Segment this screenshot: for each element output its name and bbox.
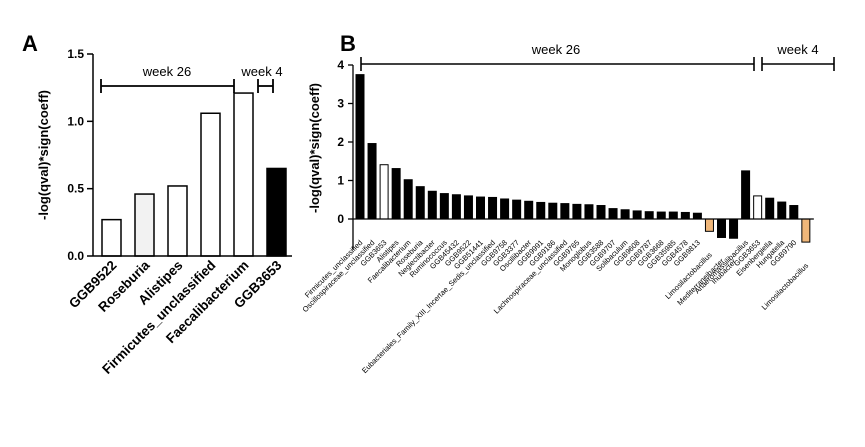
category-label: Limosilactobacillus (760, 261, 811, 312)
bar (789, 205, 799, 220)
bar (512, 199, 522, 220)
bar (753, 195, 763, 220)
bar (463, 195, 473, 220)
category-label: Firmicutes_unclassified (303, 238, 364, 299)
group-label: week 4 (776, 42, 818, 57)
panel-letter-b: B (340, 31, 356, 56)
bar (777, 201, 787, 220)
bar (524, 200, 534, 220)
bar (560, 203, 570, 220)
bar (584, 204, 594, 220)
bar (266, 167, 287, 257)
bar (741, 170, 751, 220)
bar (367, 143, 377, 220)
bar (200, 112, 221, 257)
bar (620, 209, 630, 220)
y-tick-label: 1.0 (67, 114, 84, 128)
group-label: week 4 (240, 64, 282, 79)
bar (476, 196, 485, 220)
panel-a: A0.00.51.01.5-log(qval)*sign(coeff)GGB95… (22, 31, 292, 377)
bar (403, 179, 413, 220)
bar (680, 211, 690, 220)
bar (548, 202, 558, 220)
bar (355, 74, 365, 220)
bar (644, 211, 654, 220)
bar (451, 194, 461, 220)
bar (233, 92, 254, 257)
bar (391, 168, 401, 220)
bar (704, 218, 714, 232)
bar (536, 201, 546, 220)
bar (488, 196, 498, 220)
bar (692, 212, 702, 220)
bar (729, 218, 739, 239)
y-tick-label: 3 (337, 97, 344, 111)
bar (656, 211, 666, 220)
bar (379, 164, 389, 220)
y-tick-label: 2 (337, 135, 344, 149)
bar (765, 197, 775, 220)
bar (415, 186, 425, 220)
bar (101, 218, 122, 257)
y-tick-label: 0.5 (67, 182, 84, 196)
group-label: week 26 (142, 64, 191, 79)
y-tick-label: 1.5 (67, 47, 84, 61)
y-tick-label: 1 (337, 174, 344, 188)
panel-b: B 0 1 2 3 4 -log(qval)*sign(coeff) Firmicutes_u… (301, 31, 835, 375)
bar (608, 208, 618, 220)
bar (717, 218, 726, 238)
category-label: Oscillospiraceae_unclassified (301, 238, 377, 314)
bar (500, 198, 510, 220)
bar (167, 185, 188, 257)
group-label: week 26 (531, 42, 580, 57)
y-axis-label-a: -log(qval)*sign(coeff) (36, 90, 51, 220)
y-tick-label: 0 (337, 212, 344, 226)
bar (596, 205, 606, 220)
bar (668, 211, 678, 220)
y-tick-label: 4 (337, 58, 344, 72)
bar (439, 193, 449, 220)
bar (632, 210, 642, 220)
bar (427, 190, 437, 220)
y-tick-label: 0.0 (67, 249, 84, 263)
bar (134, 193, 155, 257)
panel-letter-a: A (22, 31, 38, 56)
y-axis-label-b: -log(qval)*sign(coeff) (307, 83, 322, 213)
bar (801, 218, 811, 243)
bar (572, 203, 582, 220)
